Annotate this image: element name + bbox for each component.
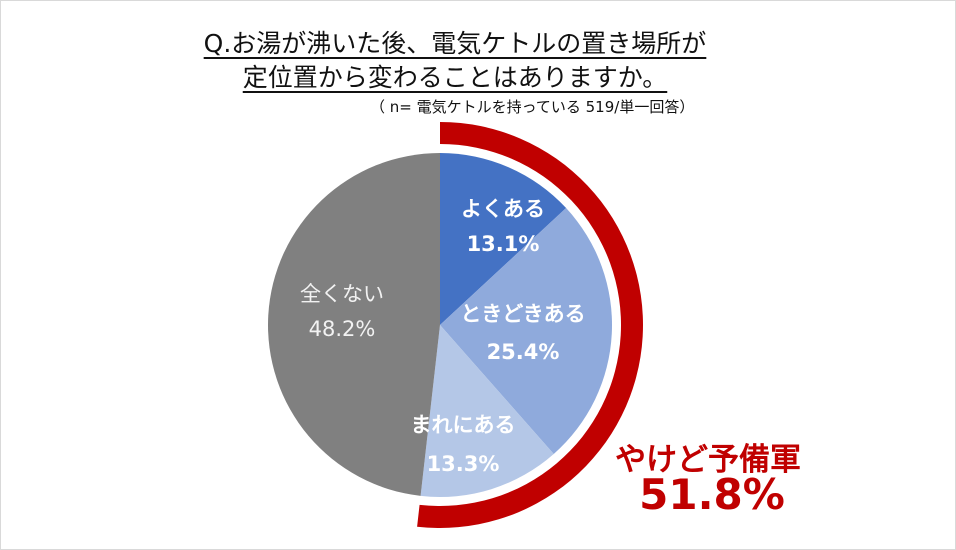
pie-slice-2	[420, 325, 554, 497]
slice-label-1: ときどきある	[460, 302, 585, 326]
slice-label-2: まれにある	[411, 413, 516, 437]
slice-value-2: 13.3%	[427, 452, 500, 476]
pie-slice-1	[440, 208, 612, 455]
chart-subtitle: （ n= 電気ケトルを持っている 519/単一回答）	[370, 98, 695, 116]
slice-value-1: 25.4%	[487, 340, 560, 364]
pie-slice-0	[440, 153, 567, 325]
chart-title-line2: 定位置から変わることはありますか。	[242, 63, 668, 92]
highlight-label: やけど予備軍	[615, 442, 801, 478]
slice-label-0: よくある	[461, 197, 545, 221]
highlight-value: 51.8%	[639, 470, 785, 519]
slice-value-3: 48.2%	[309, 317, 376, 341]
slice-value-0: 13.1%	[467, 232, 540, 256]
chart-title-line1: Q.お湯が沸いた後、電気ケトルの置き場所が	[203, 29, 707, 58]
pie-slice-3	[268, 153, 440, 496]
slice-label-3: 全くない	[300, 282, 384, 306]
